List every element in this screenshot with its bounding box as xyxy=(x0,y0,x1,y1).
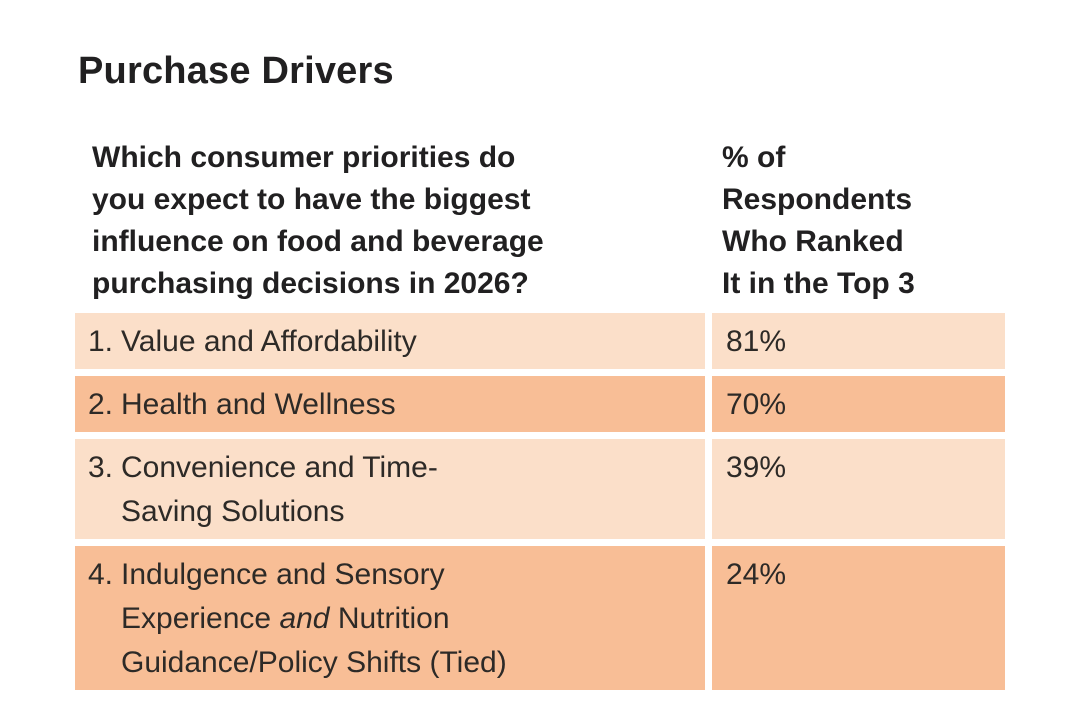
percent-cell: 70% xyxy=(712,376,1005,432)
priority-cell: 2. Health and Wellness xyxy=(75,376,705,432)
table-row: 2. Health and Wellness 70% xyxy=(75,376,1005,432)
priority-label-segment: Nutrition xyxy=(329,602,450,635)
header-percent-line: Who Ranked xyxy=(722,225,904,258)
header-question-line: influence on food and beverage xyxy=(92,225,544,258)
row-rank: 1. xyxy=(88,325,114,358)
page-title: Purchase Drivers xyxy=(78,50,394,92)
header-percent-line: It in the Top 3 xyxy=(722,267,915,300)
row-rank: 3. xyxy=(88,451,114,484)
priority-label: Health and Wellness xyxy=(121,383,695,427)
column-header-question: Which consumer priorities do you expect t… xyxy=(92,137,702,305)
priority-label-segment: Convenience and Time- xyxy=(121,451,438,484)
percent-value: 24% xyxy=(726,558,787,591)
percent-value: 39% xyxy=(726,451,787,484)
percent-cell: 24% xyxy=(712,546,1005,690)
column-header-percent: % of Respondents Who Ranked It in the Top 3 xyxy=(722,137,1022,305)
header-percent-line: Respondents xyxy=(722,183,913,216)
table-row: 4. Indulgence and Sensory Experience and N… xyxy=(75,546,1005,690)
header-question-line: you expect to have the biggest xyxy=(92,183,531,216)
priority-label-segment: Experience xyxy=(121,602,280,635)
priority-label-line: Health and Wellness xyxy=(121,383,695,427)
priority-label: Value and Affordability xyxy=(121,320,695,364)
priority-label-line: Saving Solutions xyxy=(121,490,695,534)
table-row: 1. Value and Affordability 81% xyxy=(75,313,1005,369)
header-question-line: purchasing decisions in 2026? xyxy=(92,267,529,300)
priority-cell: 1. Value and Affordability xyxy=(75,313,705,369)
priority-label-line: Convenience and Time- xyxy=(121,446,695,490)
percent-cell: 81% xyxy=(712,313,1005,369)
priority-label-segment: Saving Solutions xyxy=(121,495,345,528)
row-rank: 2. xyxy=(88,388,114,421)
priority-label: Convenience and Time- Saving Solutions xyxy=(121,446,695,534)
priority-label: Indulgence and Sensory Experience and Nut… xyxy=(121,553,695,685)
priority-label-line: Experience and Nutrition xyxy=(121,597,695,641)
priority-label-segment: Indulgence and Sensory xyxy=(121,558,445,591)
table-body: 1. Value and Affordability 81% 2. Health and… xyxy=(75,313,1005,690)
table-header: Which consumer priorities do you expect t… xyxy=(0,137,1080,309)
priority-cell: 4. Indulgence and Sensory Experience and N… xyxy=(75,546,705,690)
priority-label-italic-segment: and xyxy=(279,602,330,635)
table-row: 3. Convenience and Time- Saving Solutions 3… xyxy=(75,439,1005,539)
priority-label-segment: Value and Affordability xyxy=(121,325,417,358)
priority-label-line: Guidance/Policy Shifts (Tied) xyxy=(121,641,695,685)
row-rank: 4. xyxy=(88,558,114,591)
priority-label-line: Value and Affordability xyxy=(121,320,695,364)
percent-value: 70% xyxy=(726,388,787,421)
header-percent-line: % of xyxy=(722,141,786,174)
priority-label-line: Indulgence and Sensory xyxy=(121,553,695,597)
priority-cell: 3. Convenience and Time- Saving Solutions xyxy=(75,439,705,539)
priority-label-segment: Guidance/Policy Shifts (Tied) xyxy=(121,646,507,679)
percent-cell: 39% xyxy=(712,439,1005,539)
percent-value: 81% xyxy=(726,325,787,358)
header-question-line: Which consumer priorities do xyxy=(92,141,516,174)
priority-label-segment: Health and Wellness xyxy=(121,388,396,421)
